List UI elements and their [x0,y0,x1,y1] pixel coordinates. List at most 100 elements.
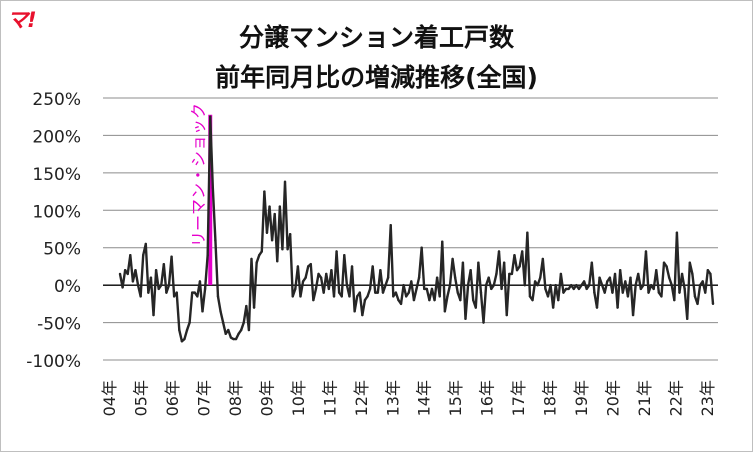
data-point [319,276,323,279]
data-point [435,276,439,279]
data-point [649,283,653,287]
data-point [482,321,485,324]
x-tick-label: 08年 [226,380,245,416]
data-point [590,261,594,264]
data-point [371,265,374,268]
data-point [162,262,166,266]
data-point [562,291,565,294]
data-point [278,205,282,208]
data-point [160,283,163,287]
data-point [221,321,225,324]
x-tick-label: 09年 [257,380,276,416]
y-tick-label: -50% [37,315,81,335]
data-point [322,291,325,294]
data-point [165,291,168,294]
data-point [167,283,171,287]
data-point [252,306,256,309]
data-point [188,321,191,324]
data-point [600,283,604,287]
data-point [118,272,122,276]
data-point [358,291,361,294]
data-point [500,287,503,291]
data-point [593,291,596,294]
data-point [170,255,173,258]
data-point [438,295,441,298]
chart-title: 分譲マンション着工戸数 [238,23,514,52]
data-point [142,254,145,257]
data-point [384,283,387,287]
data-point [474,306,477,309]
data-point [420,246,423,249]
data-point [667,276,671,279]
data-point [281,248,284,251]
data-point [392,295,395,298]
data-point [175,291,178,294]
x-tick-label: 12年 [352,380,371,416]
data-point [691,272,694,276]
data-point [283,180,287,184]
y-tick-label: 250% [32,90,81,110]
data-point [459,298,462,302]
data-point [461,261,465,264]
x-tick-label: 07年 [194,380,213,416]
data-point [606,280,609,283]
y-tick-label: 200% [32,127,81,147]
data-point [239,328,243,332]
data-point [219,310,222,313]
data-point [337,291,341,294]
data-point [299,295,302,298]
x-tick-label: 04年 [100,380,119,416]
data-point [180,340,184,343]
x-tick-label: 23年 [698,380,717,416]
data-point [618,268,622,272]
data-point [428,298,431,302]
data-point [443,310,447,313]
data-point [621,291,624,294]
data-point [389,224,392,227]
data-point [312,298,315,302]
data-point [286,248,289,251]
y-tick-label: 150% [32,165,81,185]
y-tick-label: -100% [26,352,81,372]
x-tick-label: 20年 [604,380,623,416]
data-point [307,265,310,268]
data-point [206,254,209,257]
data-point [332,295,336,298]
data-point [523,283,526,287]
data-point [531,298,534,302]
series-group [118,115,715,343]
data-point [693,295,697,298]
y-axis-tick-labels: -100% -50% 0% 50% 100% 150% 200% 250% [26,90,81,372]
data-point [232,337,235,341]
data-point [258,254,261,257]
y-tick-label: 50% [43,240,81,260]
data-point [544,287,547,291]
data-point [276,259,279,263]
data-point [229,336,233,339]
data-point [330,268,333,272]
data-point [505,313,508,317]
data-point [595,306,599,309]
data-point [304,276,307,279]
data-point [564,287,568,291]
data-point [706,268,710,272]
data-point [211,186,215,190]
data-point [652,287,655,291]
data-point [296,265,300,268]
data-point [533,280,537,283]
data-point [423,287,426,291]
data-point [539,276,542,279]
data-point [647,291,650,294]
data-point [631,313,635,317]
x-tick-label: 13年 [383,380,402,416]
data-point [446,295,449,298]
x-axis-tick-labels: 04年 05年 06年 07年 08年 09年 10年 11年 12年 13年 14年 15年 16年 1… [100,380,717,416]
data-point [291,295,294,298]
data-point [335,250,338,253]
x-tick-label: 10年 [289,380,308,416]
data-point [629,276,632,279]
data-point [255,261,258,264]
chart-subtitle: 前年同月比の増減推移(全国) [215,63,538,92]
data-point [580,283,583,287]
